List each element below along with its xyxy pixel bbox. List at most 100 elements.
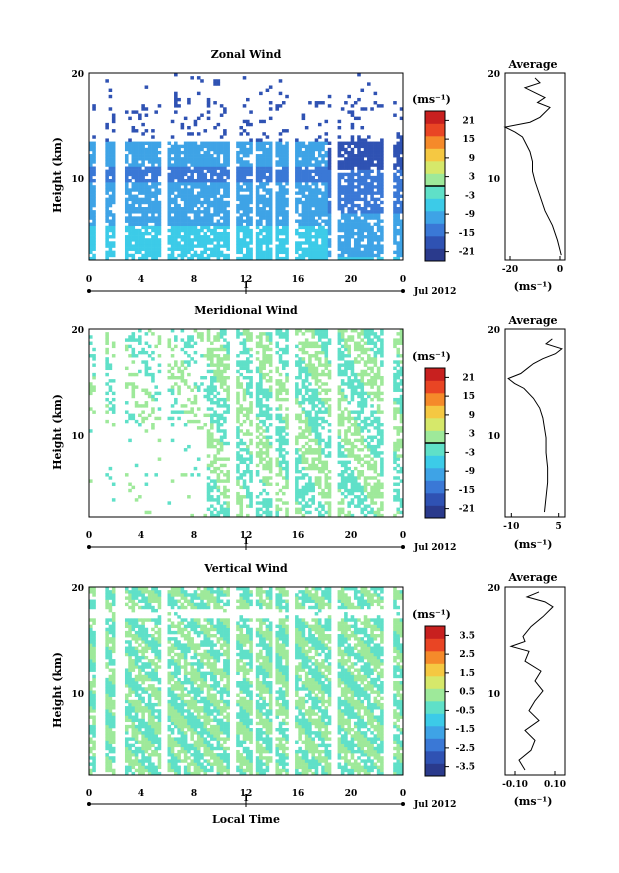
heatmap-cell <box>183 241 188 245</box>
heatmap-cell <box>340 410 345 414</box>
heatmap-cell <box>357 382 361 386</box>
heatmap-cell <box>174 344 178 349</box>
date-start <box>87 289 91 293</box>
heatmap-cell <box>157 457 162 461</box>
heatmap-cell <box>327 369 332 374</box>
heatmap-cell <box>376 495 381 499</box>
heatmap-cell <box>347 219 351 223</box>
average-title: Average <box>507 314 557 327</box>
heatmap-cell <box>183 194 188 198</box>
heatmap-cell <box>259 163 263 167</box>
heatmap-cell <box>347 191 351 195</box>
heatmap-cell <box>301 231 306 236</box>
heatmap-cell <box>183 341 188 345</box>
heatmap-cell <box>376 225 381 230</box>
heatmap-cell <box>226 172 230 177</box>
heatmap-cell <box>111 250 116 255</box>
heatmap-cell <box>268 510 273 515</box>
heatmap-cell <box>380 329 384 333</box>
heatmap-cell <box>363 172 368 177</box>
heatmap-cell <box>124 219 129 223</box>
heatmap-cell <box>301 207 306 211</box>
heatmap-cell <box>236 479 240 483</box>
heatmap-cell <box>380 256 384 261</box>
heatmap-cell <box>317 122 322 127</box>
heatmap-cell <box>141 207 145 211</box>
heatmap-cell <box>360 207 365 211</box>
heatmap-cell <box>210 163 214 167</box>
heatmap-cell <box>347 347 351 352</box>
heatmap-cell <box>304 385 309 389</box>
heatmap-cell <box>219 225 224 230</box>
heatmap-cell <box>399 404 404 408</box>
heatmap-cell <box>210 495 214 499</box>
heatmap-cell <box>151 154 155 158</box>
heatmap-cell <box>177 182 181 186</box>
heatmap-cell <box>167 191 172 195</box>
heatmap-cell <box>196 407 201 411</box>
heatmap-cell <box>301 435 306 439</box>
heatmap-cell <box>223 147 227 152</box>
heatmap-cell <box>373 231 378 236</box>
heatmap-cell <box>340 188 345 192</box>
heatmap-cell <box>239 141 244 145</box>
heatmap-cell <box>190 150 194 155</box>
heatmap-cell <box>203 178 208 183</box>
heatmap-cell <box>111 113 116 117</box>
heatmap-cell <box>219 423 224 427</box>
heatmap-cell <box>295 363 299 367</box>
heatmap-cell <box>327 157 332 161</box>
heatmap-cell <box>324 207 329 211</box>
heatmap-cell <box>226 203 230 208</box>
heatmap-cell <box>295 200 299 205</box>
heatmap-cell <box>376 350 381 355</box>
heatmap-cell <box>157 253 162 258</box>
heatmap-cell <box>340 416 345 421</box>
heatmap-cell <box>196 253 201 258</box>
heatmap-cell <box>89 655 93 660</box>
heatmap-cell <box>147 238 152 242</box>
colorbar-swatch <box>425 505 445 519</box>
heatmap-cell <box>314 423 319 427</box>
heatmap-cell <box>92 203 96 208</box>
heatmap-cell <box>340 207 345 211</box>
heatmap-cell <box>196 76 201 80</box>
heatmap-cell <box>213 444 217 449</box>
heatmap-cell <box>327 407 332 411</box>
heatmap-cell <box>157 163 162 167</box>
heatmap-cell <box>373 379 378 383</box>
heatmap-cell <box>393 203 397 208</box>
heatmap-cell <box>268 247 273 251</box>
heatmap-cell <box>216 82 221 86</box>
heatmap-cell <box>344 341 348 345</box>
heatmap-cell <box>183 448 188 452</box>
x-tick-label: 0 <box>400 275 406 285</box>
heatmap-cell <box>353 250 358 255</box>
heatmap-cell <box>92 718 96 723</box>
heatmap-cell <box>111 482 116 486</box>
heatmap-cell <box>108 655 113 660</box>
heatmap-cell <box>236 419 240 424</box>
heatmap-cell <box>242 413 247 418</box>
heatmap-cell <box>317 169 322 174</box>
heatmap-cell <box>370 244 374 248</box>
heatmap-cell <box>177 210 181 214</box>
heatmap-cell <box>321 228 325 233</box>
heatmap-cell <box>360 166 365 170</box>
heatmap-cell <box>262 501 266 505</box>
heatmap-cell <box>317 401 322 405</box>
heatmap-cell <box>308 410 312 414</box>
heatmap-cell <box>268 163 273 167</box>
heatmap-cell <box>399 329 404 333</box>
heatmap-cell <box>154 385 158 389</box>
heatmap-cell <box>396 491 401 496</box>
heatmap-cell <box>367 491 371 496</box>
heatmap-cell <box>131 210 136 214</box>
heatmap-cell <box>108 693 113 697</box>
heatmap-cell <box>236 225 240 230</box>
heatmap-cell <box>216 166 221 170</box>
heatmap-cell <box>370 413 374 418</box>
heatmap-cell <box>92 191 96 195</box>
heatmap-cell <box>183 210 188 214</box>
heatmap-cell <box>141 200 145 205</box>
